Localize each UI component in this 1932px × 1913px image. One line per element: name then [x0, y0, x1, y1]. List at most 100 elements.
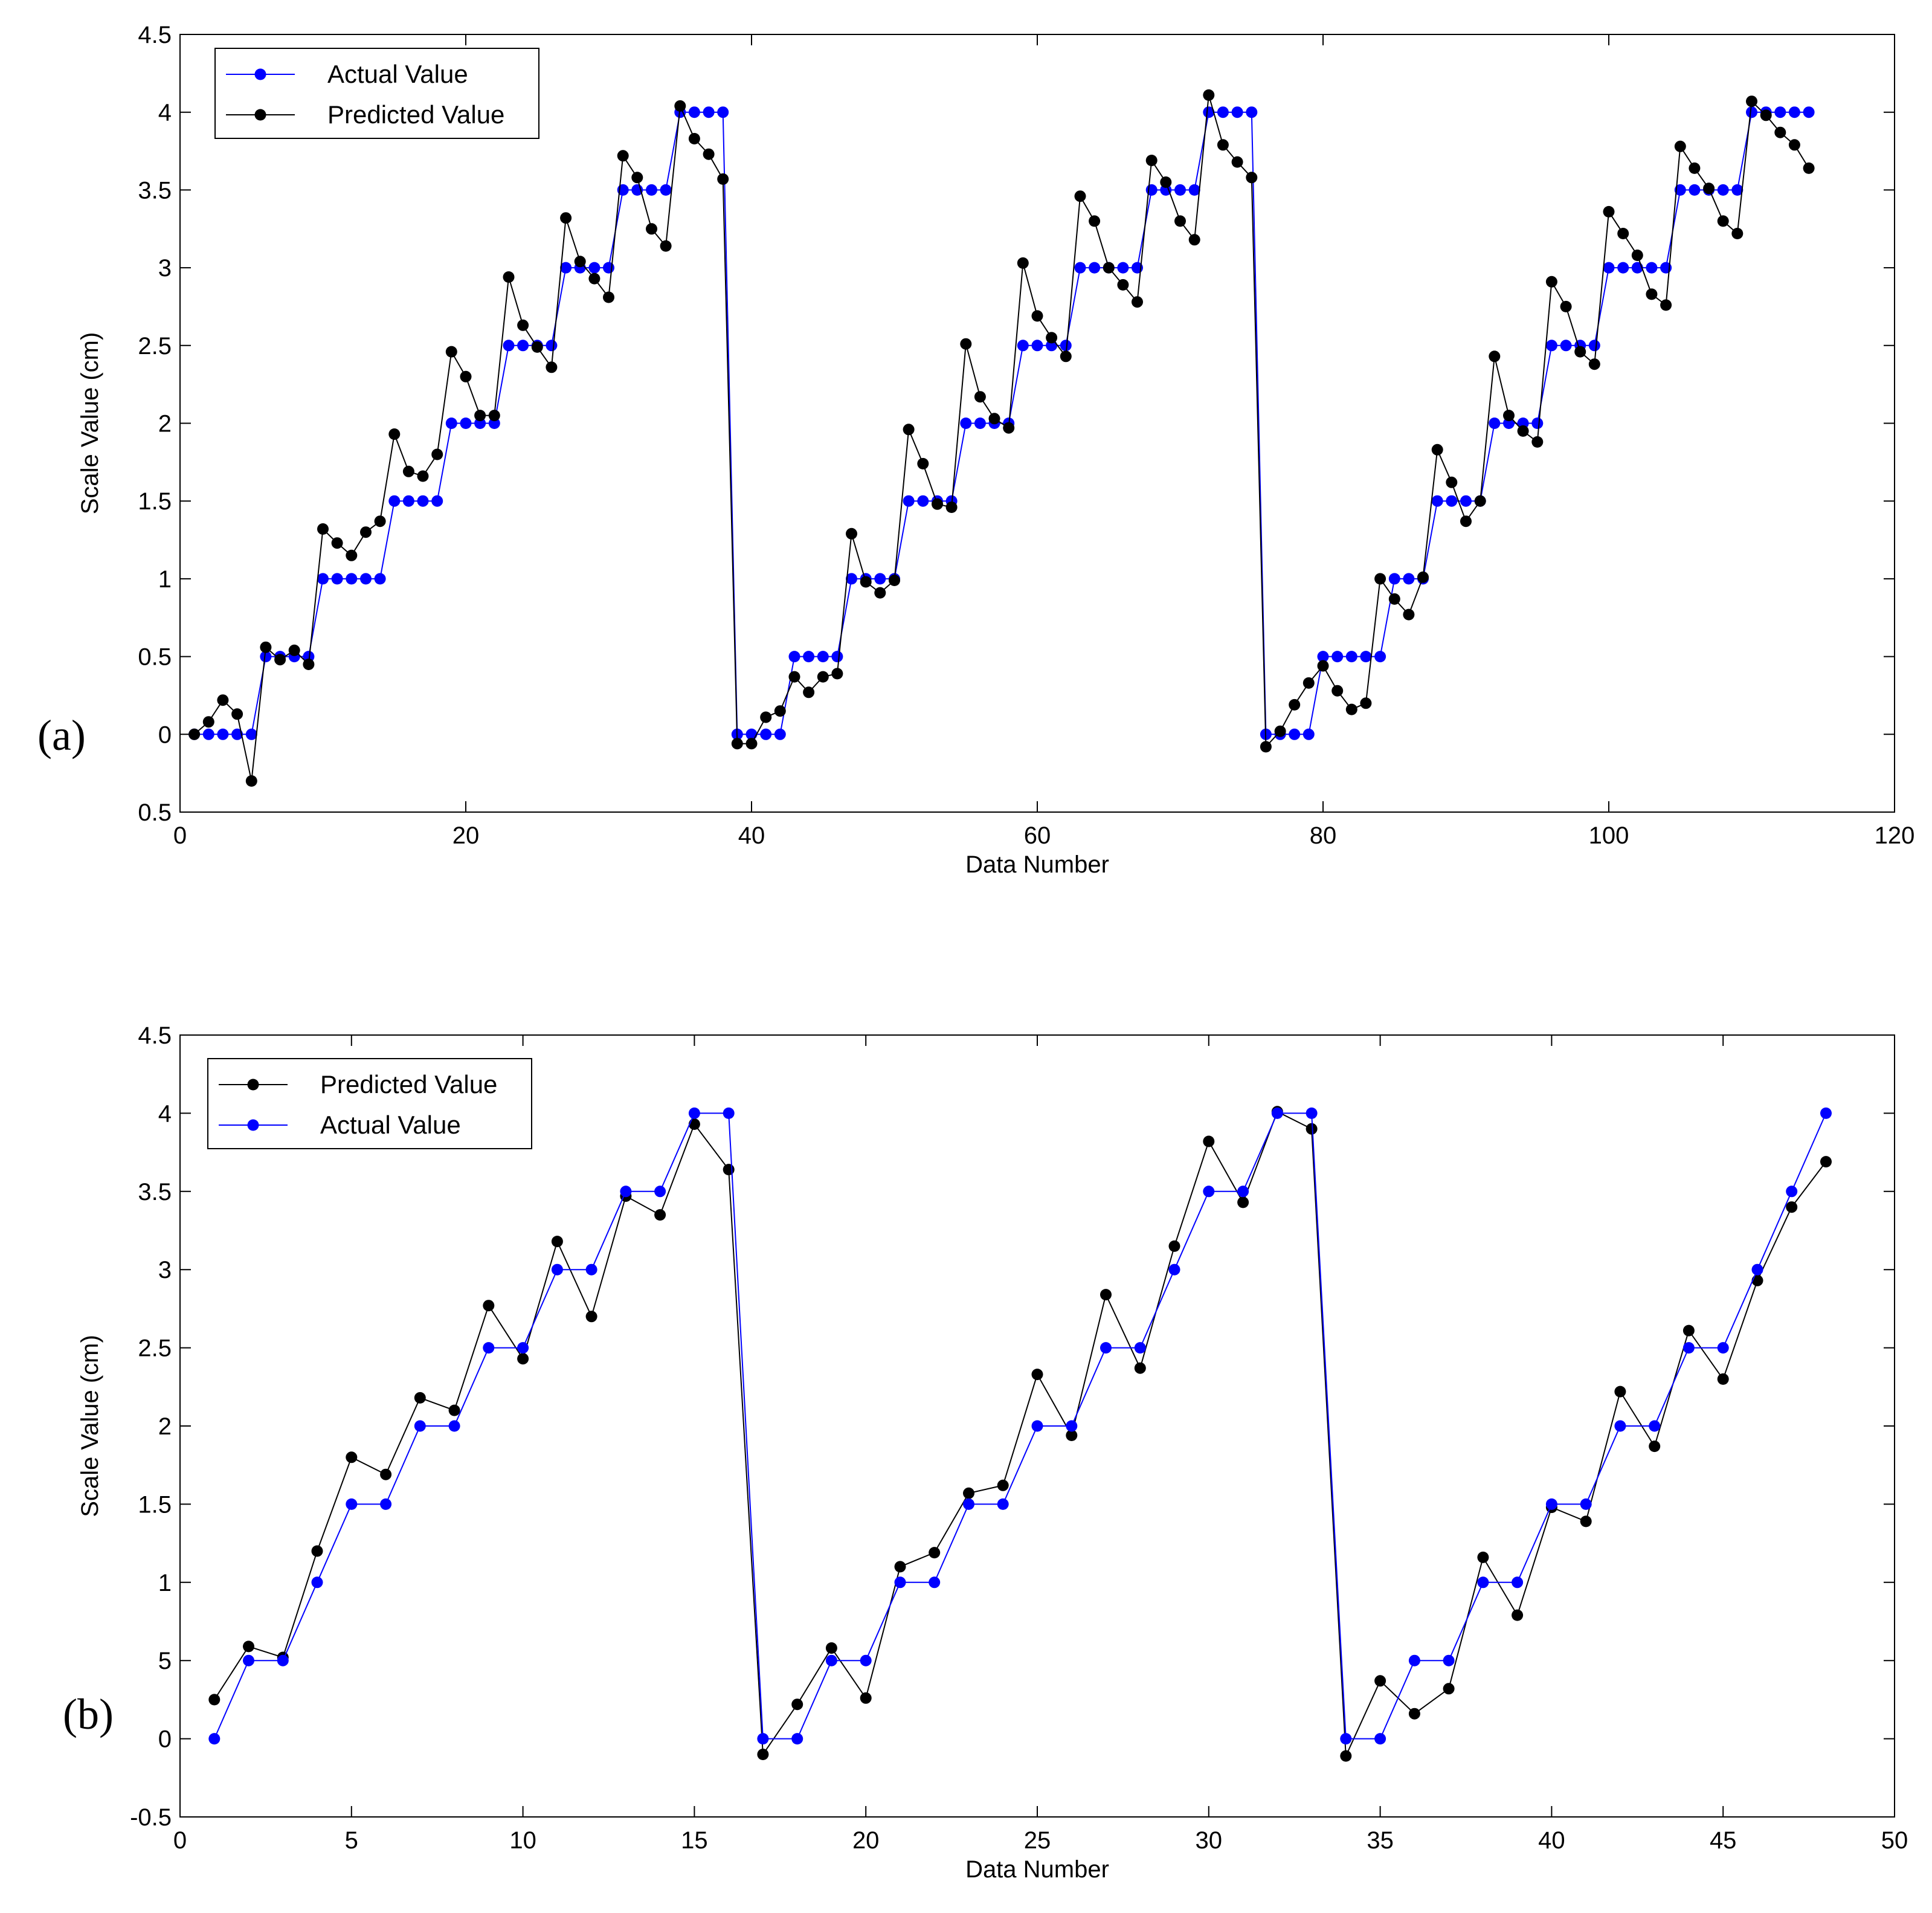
data-point	[688, 1118, 700, 1130]
data-point	[1460, 495, 1472, 507]
data-point	[517, 1353, 529, 1365]
data-point	[1631, 250, 1643, 261]
y-tick-label: 4.5	[138, 1022, 172, 1049]
data-point	[1603, 262, 1615, 274]
data-point	[1345, 651, 1357, 663]
x-tick-label: 35	[1367, 1827, 1394, 1854]
data-point	[997, 1479, 1009, 1491]
y-tick-label: 5	[158, 1648, 172, 1674]
data-point	[402, 465, 414, 477]
data-point	[1731, 184, 1744, 196]
data-point	[1560, 300, 1572, 312]
data-point	[231, 708, 243, 720]
data-point	[860, 1692, 872, 1704]
data-point	[1408, 1708, 1420, 1720]
data-point	[1731, 228, 1744, 239]
y-tick-label: 3	[158, 1257, 172, 1283]
data-point	[346, 1498, 358, 1510]
data-point	[1317, 651, 1329, 663]
data-point	[1089, 215, 1101, 227]
data-point	[1360, 697, 1372, 709]
data-point	[1431, 444, 1443, 456]
data-point	[654, 1209, 666, 1221]
panel-label: (b)	[63, 1690, 114, 1738]
x-tick-label: 40	[738, 822, 765, 849]
data-point	[217, 728, 229, 740]
y-tick-label: 0.5	[138, 644, 172, 671]
data-point	[889, 575, 900, 586]
data-point	[1560, 340, 1572, 352]
data-point	[1580, 1498, 1592, 1510]
data-point	[1331, 685, 1344, 697]
data-point	[303, 659, 315, 670]
data-point	[1460, 515, 1472, 527]
data-point	[574, 256, 586, 268]
y-tick-label: 2	[158, 1413, 172, 1440]
data-point	[388, 428, 401, 440]
data-point	[1760, 109, 1772, 121]
data-point	[202, 728, 214, 740]
data-point	[1066, 1420, 1078, 1432]
legend-label: Predicted Value	[320, 1070, 497, 1098]
data-point	[551, 1263, 563, 1276]
data-point	[374, 573, 386, 585]
x-tick-label: 25	[1024, 1827, 1051, 1854]
data-point	[1682, 1342, 1695, 1354]
data-point	[1289, 698, 1301, 711]
legend-marker	[247, 1079, 259, 1091]
data-point	[757, 1733, 769, 1745]
data-point	[860, 1654, 872, 1666]
data-point	[588, 262, 601, 274]
data-point	[1646, 262, 1658, 274]
y-tick-label: 1	[158, 1570, 172, 1596]
y-tick-label: 2.5	[138, 1335, 172, 1362]
data-point	[1031, 310, 1043, 322]
data-point	[660, 240, 672, 252]
data-point	[945, 502, 958, 513]
data-point	[1531, 418, 1544, 429]
data-point	[703, 148, 715, 160]
data-point	[531, 341, 543, 353]
data-point	[688, 106, 700, 118]
data-point	[217, 694, 229, 706]
data-point	[1117, 279, 1129, 291]
data-point	[688, 1107, 700, 1119]
data-point	[1674, 140, 1686, 152]
data-point	[1545, 1498, 1557, 1510]
data-point	[1271, 1107, 1283, 1119]
data-point	[674, 100, 686, 112]
legend: Actual Value Predicted Value	[214, 48, 539, 139]
y-tick-label: 3	[158, 255, 172, 282]
data-point	[1603, 205, 1615, 218]
data-point	[717, 173, 729, 185]
chart-panel-a: 0 20 40 60 80 100 1200.500.511.522.533.544.5Da…	[37, 22, 1914, 878]
data-point	[1617, 262, 1629, 274]
data-point	[745, 738, 758, 750]
data-point	[846, 573, 857, 585]
series-actual-value	[208, 1107, 1832, 1745]
data-point	[517, 1342, 529, 1354]
data-point	[460, 370, 472, 382]
data-point	[460, 418, 472, 429]
data-point	[431, 448, 443, 460]
data-point	[1803, 106, 1815, 118]
data-point	[1403, 573, 1415, 585]
y-tick-label: 1.5	[138, 488, 172, 515]
data-point	[1017, 257, 1029, 269]
chart-panel-b: 0 5 10 15 20 25 30 35 40 45 50-0.50511.522.533.544…	[63, 1022, 1908, 1883]
data-point	[1517, 425, 1529, 437]
data-point	[703, 106, 715, 118]
data-point	[1302, 677, 1315, 689]
data-point	[1788, 106, 1800, 118]
data-point	[1117, 262, 1129, 274]
data-point	[260, 651, 272, 663]
data-point	[825, 1654, 837, 1666]
data-point	[760, 728, 772, 740]
data-point	[1660, 299, 1672, 311]
y-tick-label: 4.5	[138, 22, 172, 48]
data-point	[620, 1186, 632, 1198]
y-axis-label: Scale Value (cm)	[77, 332, 103, 515]
data-point	[288, 644, 300, 656]
data-point	[1100, 1342, 1112, 1354]
data-point	[188, 728, 201, 740]
